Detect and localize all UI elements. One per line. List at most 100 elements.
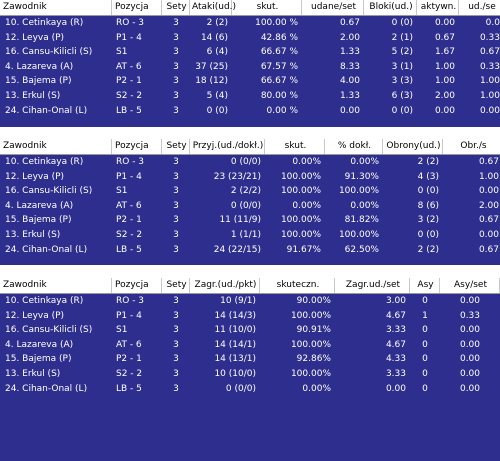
cell-block-activity: 2.00 (434, 90, 455, 101)
cell-blocks: 0 (0) (391, 105, 413, 116)
cell-attack-efficiency: 67.57 % (260, 61, 298, 72)
table-row[interactable]: 24. Cihan-Onal (L) LB - 5 3 0 (0/0) 0.00% 0.0… (0, 382, 500, 397)
table-row[interactable]: 16. Cansu-Kilicli (S) S1 3 6 (4) 66.67 % 1.33… (0, 45, 500, 60)
cell-sets: 3 (173, 383, 179, 394)
column-header-aces-per-set[interactable]: Asy/set (440, 278, 500, 293)
column-header-sets[interactable]: Sety (162, 139, 190, 154)
table-row[interactable]: 13. Erkul (S) S2 - 2 3 5 (4) 80.00 % 1.33 6 (3… (0, 89, 500, 104)
cell-reception-efficiency: 100.00% (280, 186, 321, 197)
column-header-player[interactable]: Zawodnik (0, 0, 112, 15)
cell-sets: 3 (173, 354, 179, 365)
column-header-player[interactable]: Zawodnik (0, 278, 112, 293)
cell-serves-per-set: 4.33 (385, 354, 406, 365)
cell-reception-accuracy: 0.00% (350, 157, 379, 167)
column-header-sets[interactable]: Sety (162, 278, 190, 293)
cell-attack-efficiency: 80.00 % (260, 90, 298, 101)
table-row[interactable]: 13. Erkul (S) S2 - 2 3 10 (10/0) 100.00% 3.33… (0, 367, 500, 382)
cell-aces-per-set: 0.00 (459, 296, 481, 306)
table-row[interactable]: 4. Lazareva (A) AT - 6 3 37 (25) 67.57 % 8.33… (0, 60, 500, 75)
column-header-reception-efficiency[interactable]: skut. (265, 139, 325, 154)
cell-position: S2 - 2 (116, 368, 143, 379)
column-header-block-activity[interactable]: aktywn. (417, 0, 459, 15)
column-header-reception-accuracy[interactable]: % dokł. (325, 139, 383, 154)
table-row[interactable]: 24. Cihan-Onal (L) LB - 5 3 24 (22/15) 91.67… (0, 243, 500, 258)
table-row[interactable]: 15. Bajema (P) P2 - 1 3 18 (12) 66.67 % 4.00 3… (0, 74, 500, 89)
table-row[interactable]: 12. Leyva (P) P1 - 4 3 23 (23/21) 100.00% 91.… (0, 170, 500, 185)
column-header-blocks-per-set[interactable]: ud./se (459, 0, 500, 15)
table-row[interactable]: 16. Cansu-Kilicli (S) S1 3 11 (10/0) 90.91% 3… (0, 323, 500, 338)
cell-player: 13. Erkul (S) (5, 229, 61, 240)
cell-attack-efficiency: 0.00 % (266, 105, 298, 116)
cell-sets: 3 (173, 76, 179, 87)
cell-receptions: 23 (23/21) (213, 171, 261, 182)
column-header-serves[interactable]: Zagr.(ud./pkt) (190, 278, 260, 293)
table-row[interactable]: 12. Leyva (P) P1 - 4 3 14 (6) 42.86 % 2.00 2 (… (0, 31, 500, 46)
cell-blocks: 0 (0) (391, 18, 413, 28)
cell-aces: 0 (422, 368, 428, 379)
column-header-digs[interactable]: Obrony(ud.) (383, 139, 443, 154)
cell-serve-efficiency: 90.00% (296, 296, 331, 306)
cell-sets: 3 (173, 229, 179, 240)
column-header-receptions[interactable]: Przyj.(ud./dokł.) (190, 139, 265, 154)
cell-serves: 10 (10/0) (214, 368, 256, 379)
table-row[interactable]: 4. Lazareva (A) AT - 6 3 0 (0/0) 0.00% 0.00% 8… (0, 199, 500, 214)
column-header-sets[interactable]: Sety (162, 0, 190, 15)
column-header-player[interactable]: Zawodnik (0, 139, 112, 154)
cell-player: 24. Cihan-Onal (L) (5, 244, 88, 255)
cell-aces-per-set: 0.00 (459, 354, 481, 365)
cell-aces-per-set: 0.00 (459, 368, 481, 379)
column-header-attacks-per-set[interactable]: udane/set (302, 0, 364, 15)
column-header-position[interactable]: Pozycja (112, 139, 162, 154)
table-row[interactable]: 10. Cetinkaya (R) RO - 3 3 2 (2) 100.00 % 0.6… (0, 16, 500, 31)
cell-receptions: 24 (22/15) (213, 244, 261, 255)
cell-blocks-per-set: 0.33 (479, 61, 500, 72)
cell-attacks: 5 (4) (206, 90, 228, 101)
cell-aces: 1 (422, 310, 428, 321)
column-header-blocks[interactable]: Bloki(ud.) (364, 0, 417, 15)
column-header-digs-per-set[interactable]: Obr./s (443, 139, 500, 154)
cell-sets: 3 (173, 171, 179, 182)
cell-serves: 14 (14/3) (214, 310, 256, 321)
cell-block-activity: 1.00 (434, 76, 455, 87)
cell-blocks-per-set: 0.67 (479, 47, 500, 58)
cell-blocks: 5 (2) (391, 47, 413, 58)
cell-sets: 3 (173, 18, 179, 28)
cell-blocks-per-set: 1.00 (479, 76, 500, 87)
cell-reception-accuracy: 62.50% (344, 244, 379, 255)
table-row[interactable]: 4. Lazareva (A) AT - 6 3 14 (14/1) 100.00% 4.… (0, 338, 500, 353)
column-header-aces[interactable]: Asy (410, 278, 440, 293)
cell-position: AT - 6 (116, 200, 142, 211)
cell-position: S2 - 2 (116, 229, 143, 240)
table-row[interactable]: 24. Cihan-Onal (L) LB - 5 3 0 (0) 0.00 % 0.00… (0, 104, 500, 119)
cell-position: S1 (116, 47, 128, 58)
cell-player: 10. Cetinkaya (R) (5, 157, 84, 167)
column-header-position[interactable]: Pozycja (112, 0, 162, 15)
cell-attacks: 18 (12) (195, 76, 228, 87)
table-row[interactable]: 15. Bajema (P) P2 - 1 3 14 (13/1) 92.86% 4.33… (0, 352, 500, 367)
cell-reception-accuracy: 91.30% (344, 171, 379, 182)
cell-digs: 2 (2) (417, 244, 439, 255)
cell-block-activity: 1.00 (434, 61, 455, 72)
cell-attacks-per-set: 2.00 (339, 32, 360, 43)
cell-serves: 11 (10/0) (214, 325, 256, 336)
column-header-attack-efficiency[interactable]: skut. (232, 0, 302, 15)
table-row[interactable]: 10. Cetinkaya (R) RO - 3 3 10 (9/1) 90.00% 3.… (0, 294, 500, 309)
table-row[interactable]: 12. Leyva (P) P1 - 4 3 14 (14/3) 100.00% 4.67… (0, 309, 500, 324)
table-row[interactable]: 13. Erkul (S) S2 - 2 3 1 (1/1) 100.00% 100.00… (0, 228, 500, 243)
column-header-serves-per-set[interactable]: Zagr.ud./set (335, 278, 410, 293)
table-row[interactable]: 16. Cansu-Kilicli (S) S1 3 2 (2/2) 100.00% 10… (0, 184, 500, 199)
cell-position: P2 - 1 (116, 76, 142, 87)
table-row[interactable]: 15. Bajema (P) P2 - 1 3 11 (11/9) 100.00% 81.… (0, 213, 500, 228)
cell-player: 15. Bajema (P) (5, 354, 72, 365)
column-header-attacks[interactable]: Ataki(ud.) (190, 0, 236, 15)
cell-blocks: 2 (1) (391, 32, 413, 43)
column-header-serve-efficiency[interactable]: skuteczn. (260, 278, 335, 293)
column-header-position[interactable]: Pozycja (112, 278, 162, 293)
cell-player: 4. Lazareva (A) (5, 61, 74, 72)
table-row[interactable]: 10. Cetinkaya (R) RO - 3 3 0 (0/0) 0.00% 0.00… (0, 155, 500, 170)
cell-reception-efficiency: 100.00% (280, 229, 321, 240)
cell-player: 12. Leyva (P) (5, 310, 65, 321)
cell-position: LB - 5 (116, 244, 142, 255)
cell-attacks: 37 (25) (195, 61, 228, 72)
cell-reception-accuracy: 0.00% (350, 200, 379, 211)
